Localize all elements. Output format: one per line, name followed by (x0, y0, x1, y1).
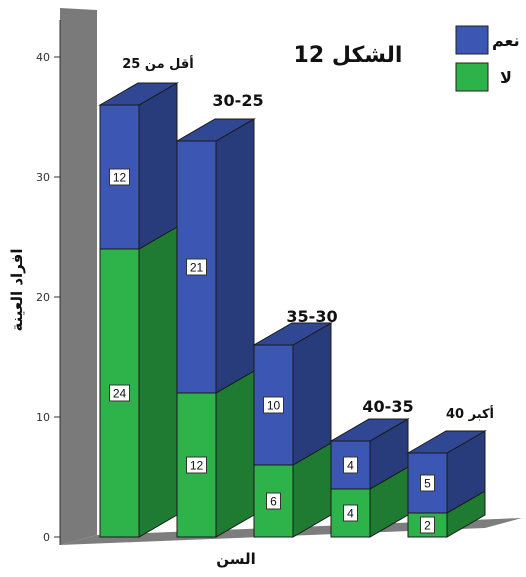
category-label: أقل من 25 (122, 55, 193, 72)
category-label: 40-35 (362, 397, 413, 416)
bar-top (406, 430, 487, 454)
value-label-box (420, 474, 435, 492)
value-label: 5 (424, 477, 431, 491)
legend-label-yes: نعم (492, 31, 520, 50)
legend: نعم لا (455, 25, 520, 92)
category-label: أكبر 40 (446, 405, 494, 422)
value-label: 4 (347, 507, 354, 521)
bar-top (329, 418, 410, 442)
bar-segment-yes: 21 (175, 118, 256, 394)
category-label: 35-30 (286, 307, 337, 326)
bar-side (215, 118, 255, 394)
value-label: 10 (267, 399, 281, 413)
value-label: 21 (190, 261, 204, 275)
legend-swatch-no (455, 62, 489, 92)
y-axis-ticks: 0 10 20 30 40 (36, 51, 60, 544)
value-label-box (266, 492, 281, 510)
category-labels: أقل من 25 30-25 35-30 40-35 أكبر 40 (122, 55, 494, 422)
value-label-box (109, 384, 130, 402)
bar-segment-no: 12 (176, 370, 255, 538)
chart-back-wall (60, 8, 97, 545)
bar-segment-no: 24 (99, 226, 178, 538)
bar-segment-no: 4 (330, 466, 409, 538)
value-label-box (186, 456, 207, 474)
legend-label-no: لا (500, 68, 512, 87)
bars-group: 24 12 12 21 6 10 4 4 2 5 (98, 82, 487, 538)
bar-top (98, 82, 179, 106)
value-label: 24 (113, 387, 127, 401)
bar-side (292, 322, 332, 466)
y-tick-label: 20 (36, 291, 50, 304)
legend-swatch-yes (455, 25, 489, 55)
bar-top (252, 322, 333, 346)
value-label: 2 (424, 519, 431, 533)
value-label: 4 (347, 459, 354, 473)
y-tick-label: 10 (36, 411, 50, 424)
value-label: 12 (113, 171, 127, 185)
bar-top (175, 118, 256, 142)
bar-side (215, 370, 255, 538)
value-label-box (263, 396, 284, 414)
chart-title: الشكل 12 (294, 43, 403, 68)
bar-side (138, 82, 178, 250)
category-label: 30-25 (212, 91, 263, 110)
value-label-box (343, 456, 358, 474)
value-label-box (343, 504, 358, 522)
bar-segment-yes: 4 (329, 418, 410, 490)
value-label: 6 (270, 495, 277, 509)
bar-segment-no: 6 (253, 442, 332, 538)
y-tick-label: 30 (36, 171, 50, 184)
bar-segment-yes: 5 (406, 430, 487, 514)
value-label-box (109, 168, 130, 186)
value-label-box (420, 516, 435, 534)
bar-segment-yes: 12 (98, 82, 179, 250)
y-tick-label: 40 (36, 51, 50, 64)
value-label-box (186, 258, 207, 276)
y-tick-label: 0 (43, 531, 50, 544)
y-axis-title: افراد العينة (8, 249, 26, 332)
bar-side (138, 226, 178, 538)
bar-segment-yes: 10 (252, 322, 333, 466)
x-axis-title: السن (216, 550, 256, 568)
value-label: 12 (190, 459, 204, 473)
bar-segment-no: 2 (407, 490, 486, 538)
